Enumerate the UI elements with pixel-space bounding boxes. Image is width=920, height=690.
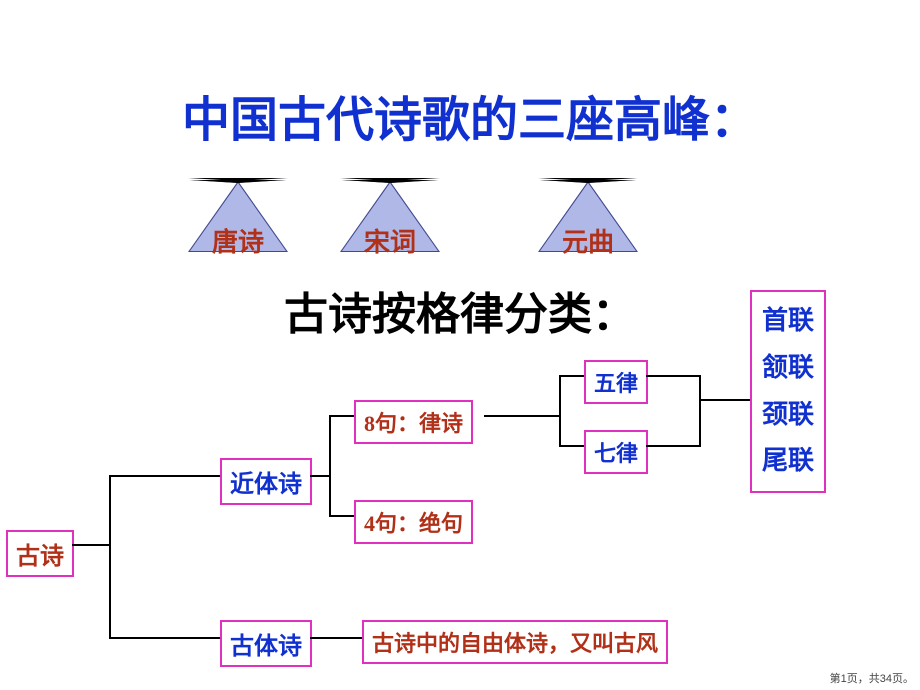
- box-guti: 古体诗: [220, 620, 312, 667]
- lian-item: 尾联: [762, 438, 814, 485]
- page-footer: 第1页，共34页。: [830, 670, 914, 686]
- triangle-label: 唐诗: [190, 222, 286, 259]
- triangle-label: 元曲: [540, 222, 636, 259]
- lian-item: 首联: [762, 298, 814, 345]
- subtitle: 古诗按格律分类：: [210, 278, 710, 342]
- lian-box: 首联颔联颈联尾联: [750, 290, 826, 493]
- box-gushi: 古诗: [6, 530, 74, 577]
- box-qilv: 七律: [584, 430, 648, 474]
- box-jueju: 4句：绝句: [354, 500, 473, 544]
- lian-item: 颈联: [762, 392, 814, 439]
- triangle-label: 宋词: [342, 222, 438, 259]
- box-jinti: 近体诗: [220, 458, 312, 505]
- peak-triangle-1: 宋词: [342, 180, 438, 248]
- peak-triangle-2: 元曲: [540, 180, 636, 248]
- box-wulv: 五律: [584, 360, 648, 404]
- lian-item: 颔联: [762, 345, 814, 392]
- box-lushi: 8句：律诗: [354, 400, 473, 444]
- peak-triangle-0: 唐诗: [190, 180, 286, 248]
- box-gufeng: 古诗中的自由体诗，又叫古风: [362, 620, 668, 664]
- main-title: 中国古代诗歌的三座高峰：: [120, 80, 820, 150]
